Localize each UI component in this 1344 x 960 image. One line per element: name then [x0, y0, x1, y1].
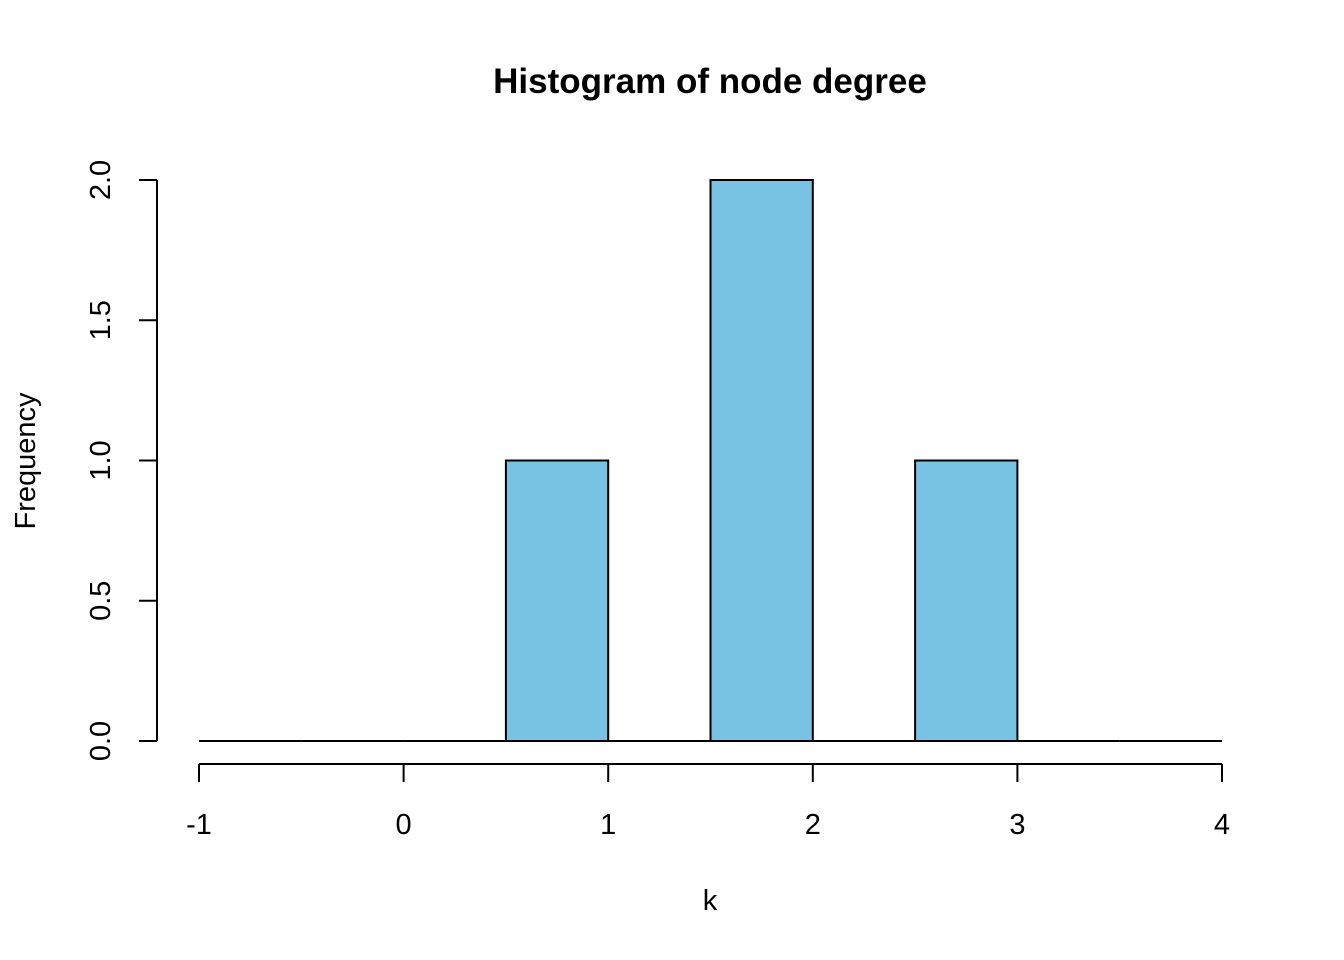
chart-title: Histogram of node degree	[493, 62, 927, 101]
y-tick-label: 1.0	[85, 440, 117, 480]
x-tick-label: 0	[396, 809, 412, 841]
histogram-bar-5	[709, 179, 814, 742]
histogram-bar-7	[914, 459, 1019, 742]
x-tick-label: 4	[1214, 809, 1230, 841]
x-tick-label: 1	[600, 809, 616, 841]
y-tick-label: 0.0	[85, 721, 117, 761]
x-tick-label: 2	[805, 809, 821, 841]
x-axis-label: k	[703, 885, 718, 917]
histogram-bar-3	[504, 459, 610, 742]
y-tick-label: 0.5	[85, 581, 117, 621]
y-tick-label: 2.0	[85, 160, 117, 200]
y-axis: 0.0 0.5 1.0 1.5 2.0	[85, 160, 158, 761]
x-tick-label: -1	[186, 809, 212, 841]
y-tick-label: 1.5	[85, 300, 117, 340]
x-tick-label: 3	[1009, 809, 1025, 841]
bars-group	[199, 179, 1222, 742]
y-axis-label: Frequency	[10, 392, 42, 530]
x-axis: -1 0 1 2 3 4	[186, 763, 1230, 841]
